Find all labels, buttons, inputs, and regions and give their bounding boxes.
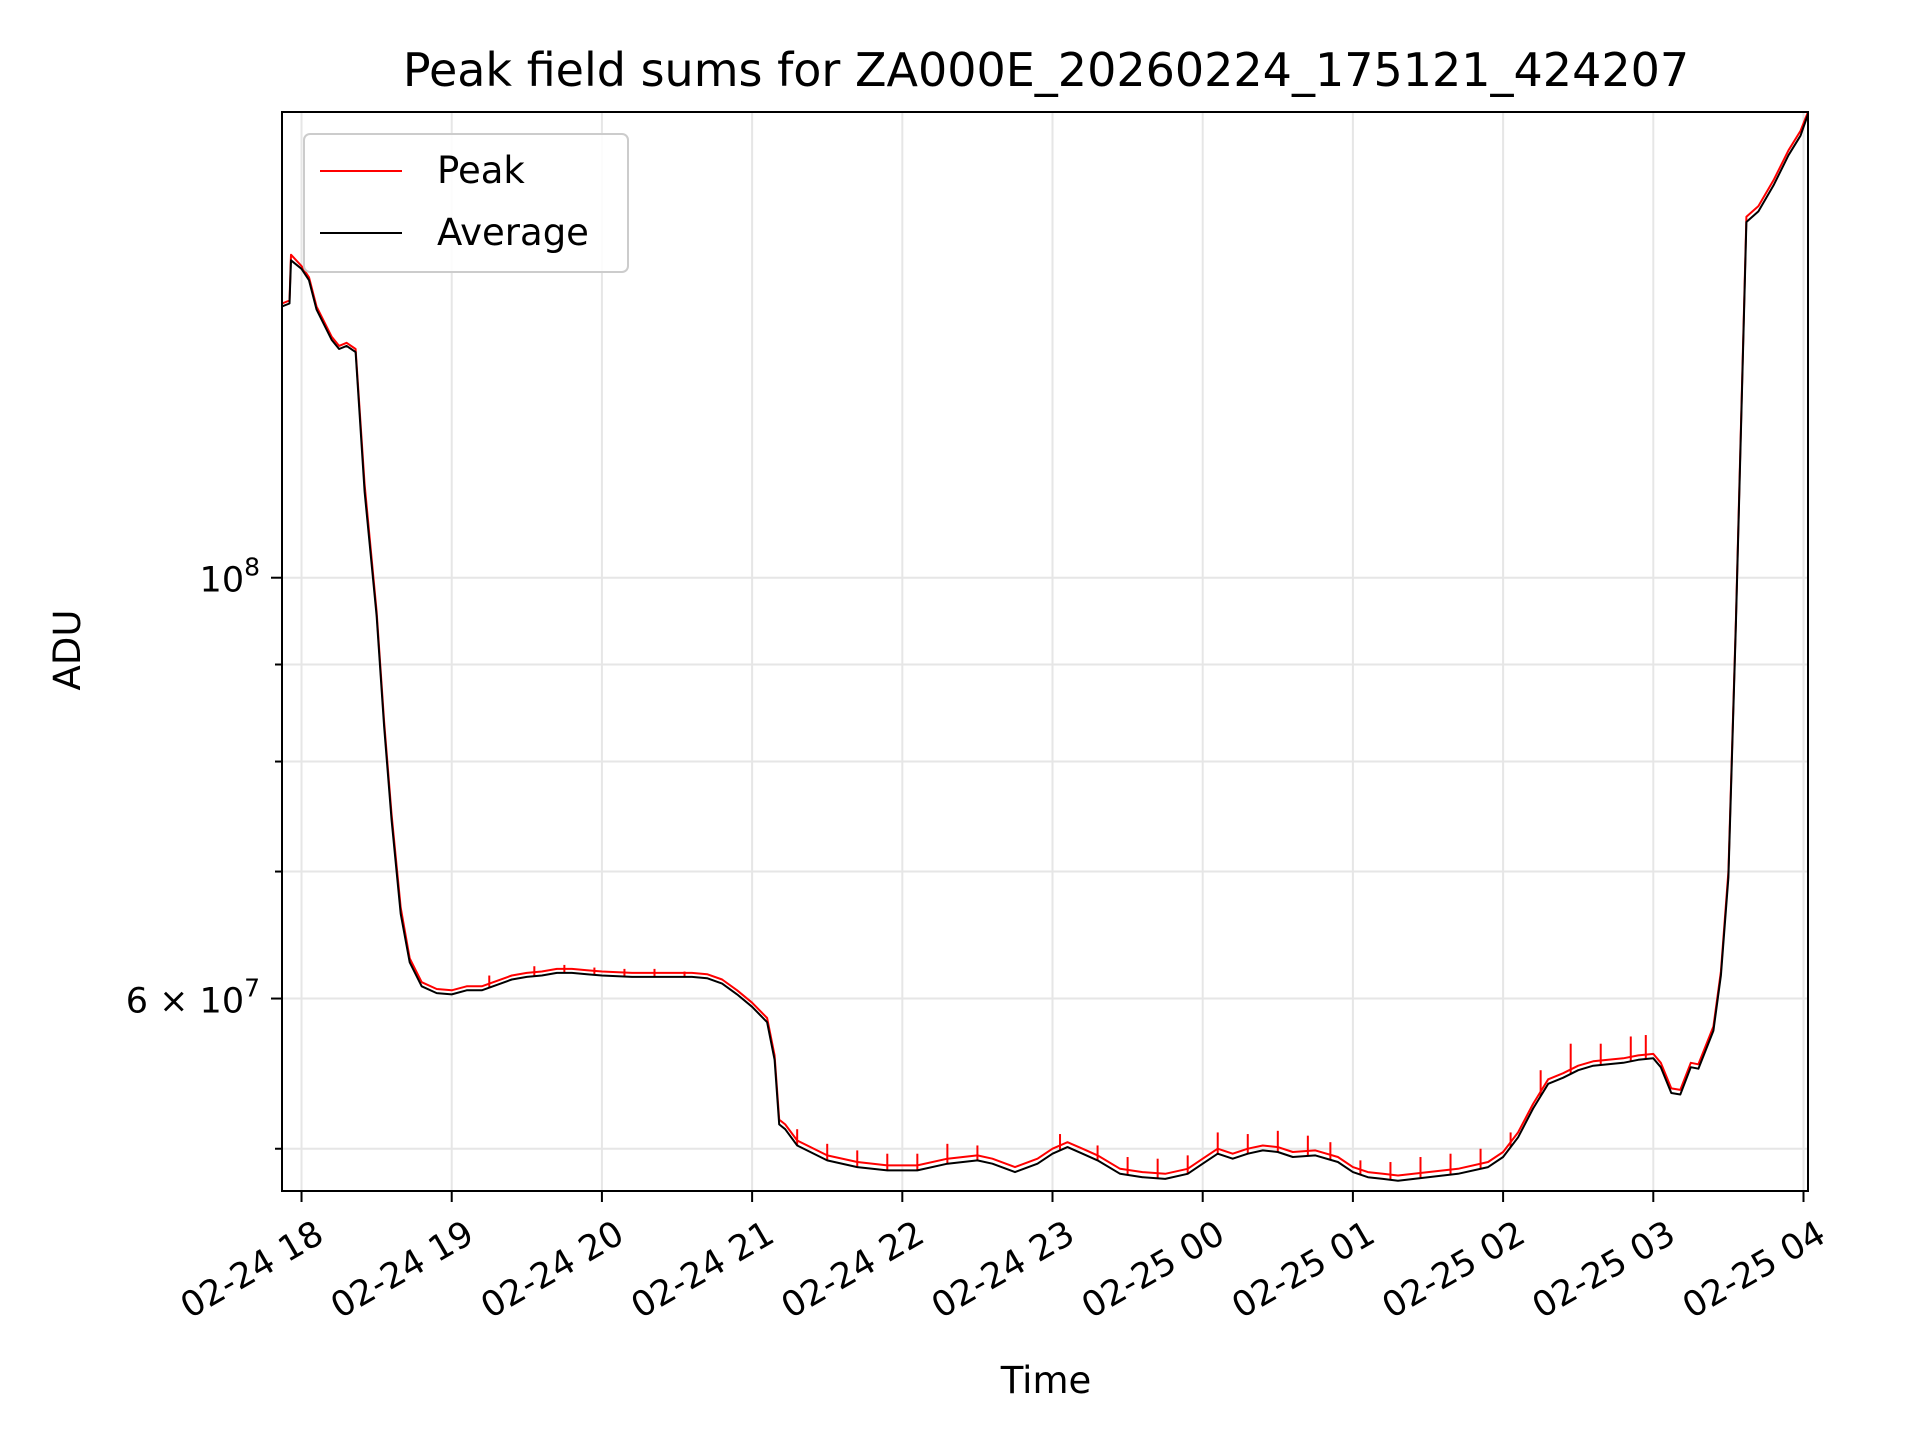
- legend-label-average: Average: [437, 211, 589, 254]
- grid-layer: [282, 112, 1808, 1191]
- legend-label-peak: Peak: [437, 149, 525, 192]
- data-layer: [281, 111, 1809, 1182]
- legend-frame: [303, 133, 629, 273]
- plot-area-frame: [281, 111, 1809, 1192]
- y-tick-label: 6 × 107: [126, 974, 260, 1022]
- x-axis-label: Time: [1000, 1359, 1092, 1402]
- series-average-line: [281, 113, 1809, 1182]
- chart-title: Peak field sums for ZA000E_20260224_1751…: [403, 43, 1689, 97]
- y-axis-label: ADU: [46, 610, 89, 691]
- legend: Peak Average: [303, 133, 629, 273]
